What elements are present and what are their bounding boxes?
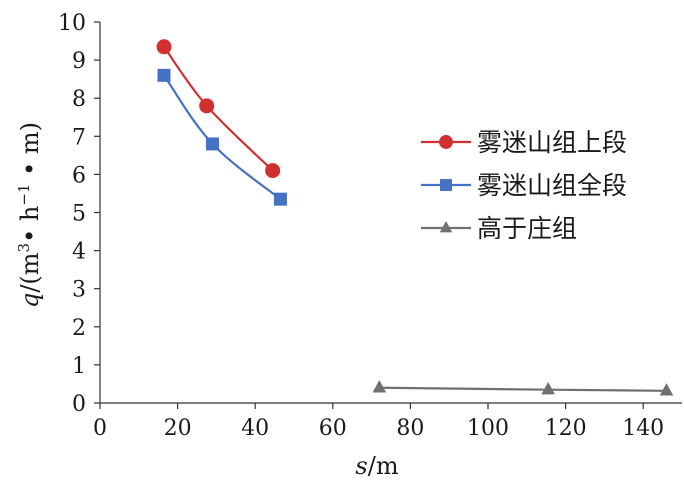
y-axis-title: q/(m3• h−1 • m)	[15, 122, 44, 308]
y-tick-label: 9	[72, 49, 86, 74]
x-tick-label: 60	[319, 416, 347, 441]
y-tick-label: 3	[72, 278, 86, 303]
y-tick-label: 0	[72, 392, 86, 417]
data-point	[659, 383, 674, 396]
y-tick-label: 7	[72, 125, 86, 150]
data-point	[541, 382, 555, 395]
legend-label: 雾迷山组上段	[477, 128, 627, 157]
series-square	[157, 68, 287, 206]
y-tick-label: 5	[72, 202, 86, 227]
series-triangle	[372, 380, 674, 396]
data-point	[273, 192, 287, 206]
series-line	[163, 46, 274, 172]
legend-item: 雾迷山组全段	[421, 171, 627, 200]
data-point	[156, 39, 172, 55]
data-point	[372, 380, 387, 393]
legend-item: 雾迷山组上段	[421, 128, 627, 157]
x-tick-label: 0	[93, 416, 107, 441]
series-layer	[156, 39, 674, 396]
y-tick-label: 4	[72, 240, 86, 265]
legend-item: 高于庄组	[421, 214, 577, 243]
y-tick-label: 1	[72, 354, 86, 379]
series-line	[163, 74, 282, 201]
legend-marker	[440, 179, 452, 191]
y-tick-label: 8	[72, 87, 86, 112]
data-point	[199, 98, 215, 114]
data-point	[157, 68, 171, 82]
x-tick-label: 100	[467, 416, 509, 441]
x-axis-title: s/m	[355, 452, 398, 480]
series-line	[379, 386, 667, 392]
x-tick-label: 40	[241, 416, 269, 441]
legend-marker	[439, 220, 453, 233]
x-tick-label: 120	[545, 416, 587, 441]
data-point	[206, 137, 220, 151]
data-point	[265, 163, 281, 179]
x-tick-label: 140	[622, 416, 664, 441]
series-circle	[156, 39, 281, 179]
y-tick-label: 6	[72, 163, 86, 188]
legend-label: 雾迷山组全段	[477, 171, 627, 200]
legend-label: 高于庄组	[477, 214, 577, 243]
y-tick-label: 2	[72, 316, 86, 341]
x-tick-label: 20	[164, 416, 192, 441]
y-tick-label: 10	[58, 11, 86, 36]
x-tick-label: 80	[396, 416, 424, 441]
legend-marker	[439, 135, 453, 149]
